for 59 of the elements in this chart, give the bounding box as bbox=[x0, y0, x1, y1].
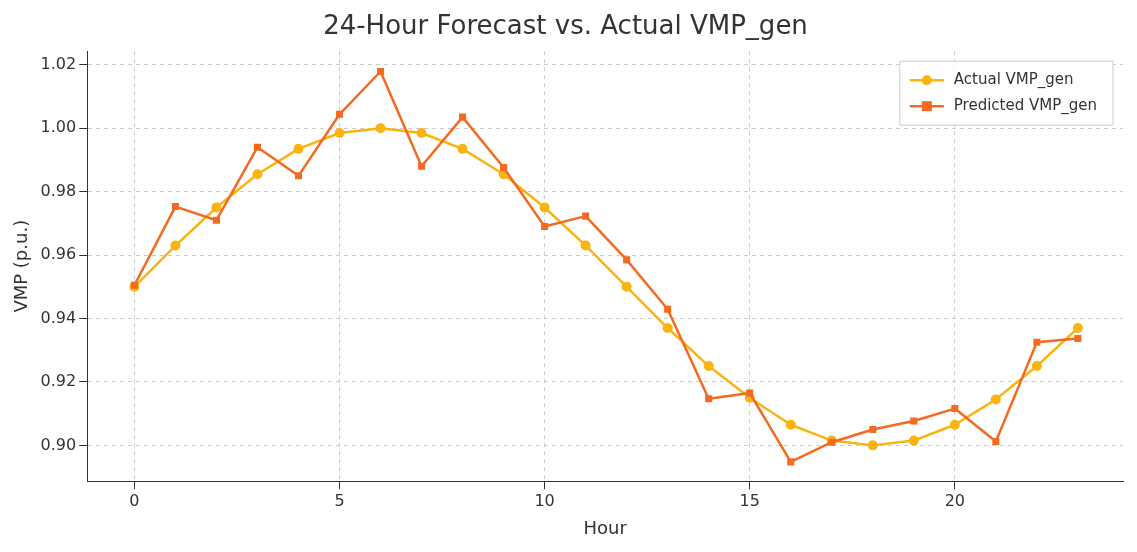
point bbox=[623, 256, 631, 264]
y-tick-label: 0.98 bbox=[40, 180, 77, 200]
x-axis-title: Hour bbox=[583, 516, 628, 538]
point bbox=[1072, 323, 1083, 334]
point bbox=[869, 425, 877, 434]
point bbox=[171, 203, 179, 211]
point bbox=[457, 143, 468, 154]
x-tick-label: 20 bbox=[944, 490, 965, 510]
point bbox=[787, 458, 795, 466]
x-tick-label: 15 bbox=[739, 490, 760, 510]
legend-label: Predicted VMP_gen bbox=[953, 96, 1098, 116]
point bbox=[746, 389, 754, 397]
point bbox=[252, 169, 263, 180]
point bbox=[418, 162, 426, 170]
point bbox=[580, 240, 591, 251]
point bbox=[500, 164, 508, 172]
x-tick-label: 0 bbox=[129, 490, 140, 510]
y-tick-label: 1.00 bbox=[40, 117, 77, 137]
point bbox=[705, 395, 713, 403]
point bbox=[539, 202, 550, 213]
point bbox=[1033, 338, 1041, 346]
point bbox=[1074, 334, 1082, 343]
y-tick-label: 0.90 bbox=[40, 434, 77, 454]
point bbox=[294, 172, 303, 180]
x-tick-label: 10 bbox=[534, 490, 555, 510]
point bbox=[910, 417, 918, 425]
point bbox=[1031, 361, 1042, 372]
point bbox=[211, 202, 222, 213]
point bbox=[212, 216, 220, 224]
point bbox=[170, 240, 181, 251]
y-tick-label: 0.96 bbox=[40, 244, 77, 264]
point bbox=[376, 67, 385, 76]
point bbox=[459, 113, 467, 121]
point bbox=[375, 123, 386, 134]
point bbox=[664, 305, 672, 313]
point bbox=[990, 394, 1001, 405]
point bbox=[416, 128, 427, 139]
y-tick-label: 0.92 bbox=[40, 371, 77, 391]
point bbox=[334, 128, 345, 139]
y-axis-title: VMP (p.u.) bbox=[10, 219, 32, 313]
point bbox=[621, 281, 632, 292]
point bbox=[293, 143, 304, 154]
point bbox=[908, 435, 919, 446]
point bbox=[703, 361, 714, 372]
chart-title: 24-Hour Forecast vs. Actual VMP_gen bbox=[323, 10, 808, 41]
point bbox=[541, 223, 549, 231]
point bbox=[867, 440, 878, 451]
point bbox=[992, 438, 1000, 446]
point bbox=[785, 419, 796, 430]
point bbox=[949, 419, 960, 430]
point bbox=[582, 212, 590, 220]
point bbox=[662, 323, 673, 334]
y-tick-label: 0.94 bbox=[40, 307, 77, 327]
x-tick-label: 5 bbox=[334, 490, 345, 510]
point bbox=[253, 143, 261, 151]
y-tick-label: 1.02 bbox=[40, 53, 77, 73]
point bbox=[951, 405, 959, 413]
point bbox=[335, 110, 344, 118]
legend-label: Actual VMP_gen bbox=[953, 70, 1074, 90]
